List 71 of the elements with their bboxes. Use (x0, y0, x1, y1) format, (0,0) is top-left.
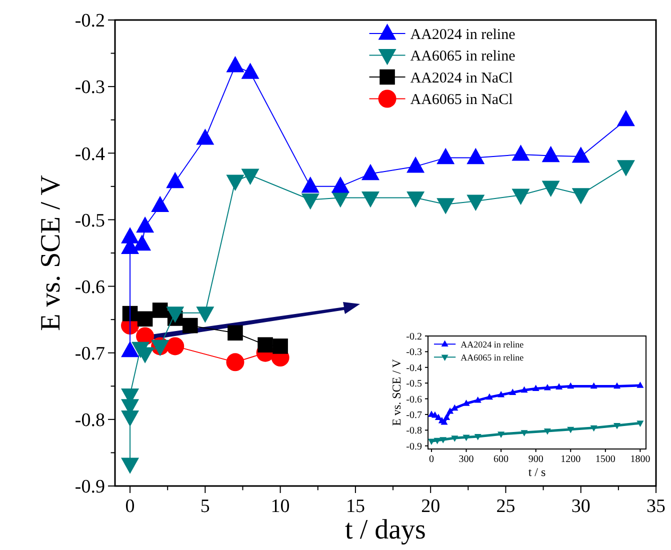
point (614, 423, 621, 430)
x-tick-label: 0 (125, 496, 135, 517)
x-axis-title: t / s (528, 464, 546, 479)
y-tick-label: -0.4 (74, 144, 106, 165)
point (498, 432, 505, 438)
point (636, 382, 644, 388)
y-axis-title: E vs. SCE / V (389, 358, 404, 426)
y-tick-label: -0.2 (74, 10, 105, 32)
point (590, 425, 598, 432)
y-tick-label: -0.6 (406, 394, 422, 406)
point (590, 382, 598, 389)
y-tick-label: -0.5 (74, 210, 105, 232)
y-tick-label: -0.3 (74, 77, 105, 98)
point (474, 396, 482, 403)
y-tick-label: -0.7 (406, 410, 422, 421)
x-tick-label: 0 (428, 454, 434, 465)
legend-label: AA2024 in NaCl (410, 70, 513, 86)
y-tick-label: -0.7 (74, 344, 105, 365)
point (451, 404, 458, 411)
y-tick-label: -0.9 (74, 476, 105, 498)
x-tick-label: 30 (571, 496, 590, 517)
x-tick-label: 5 (200, 496, 210, 517)
x-tick-label: 900 (528, 454, 544, 465)
point (462, 400, 470, 406)
y-tick-label: -0.5 (406, 378, 422, 390)
x-tick-label: 10 (270, 496, 290, 517)
point (462, 434, 470, 442)
y-tick-label: -0.3 (406, 347, 422, 358)
point (440, 437, 447, 444)
x-axis-title: t / days (345, 514, 426, 546)
point (520, 430, 528, 436)
x-tick-label: 1200 (560, 454, 581, 465)
x-tick-label: 1500 (595, 454, 616, 465)
legend-label: AA2024 in reline (410, 26, 516, 43)
point (636, 420, 644, 427)
point (532, 384, 540, 392)
point (451, 436, 458, 442)
point (434, 438, 441, 444)
x-tick-label: 1800 (630, 454, 650, 465)
point (428, 438, 435, 446)
x-tick-label: 15 (346, 496, 365, 517)
y-axis-title: E vs. SCE / V (36, 175, 67, 331)
y-tick-label: -0.8 (74, 410, 105, 432)
point (509, 388, 516, 395)
point (544, 428, 551, 435)
x-tick-label: 20 (421, 496, 440, 517)
point (567, 426, 574, 434)
point (544, 384, 551, 390)
point (520, 386, 528, 393)
x-tick-label: 35 (646, 496, 666, 517)
y-tick-label: -0.4 (406, 362, 422, 374)
point (443, 414, 450, 420)
point (446, 407, 454, 414)
point (567, 382, 574, 389)
y-tick-label: -0.8 (406, 426, 422, 437)
point (556, 383, 563, 390)
point (474, 434, 482, 440)
legend-label: AA6065 in reline (410, 48, 516, 64)
x-tick-label: 300 (458, 454, 474, 465)
x-tick-label: 600 (494, 454, 509, 465)
point (498, 391, 505, 398)
legend-label: AA2024 in reline (460, 339, 524, 350)
y-tick-label: -0.2 (406, 332, 422, 342)
y-tick-label: -0.9 (406, 441, 422, 452)
point (434, 414, 442, 420)
x-tick-label: 25 (496, 496, 516, 517)
point (486, 393, 493, 400)
y-tick-label: -0.6 (74, 276, 105, 298)
legend-label: AA6065 in reline (460, 352, 524, 362)
legend-label: AA6065 in NaCl (410, 92, 513, 108)
point (614, 382, 621, 389)
